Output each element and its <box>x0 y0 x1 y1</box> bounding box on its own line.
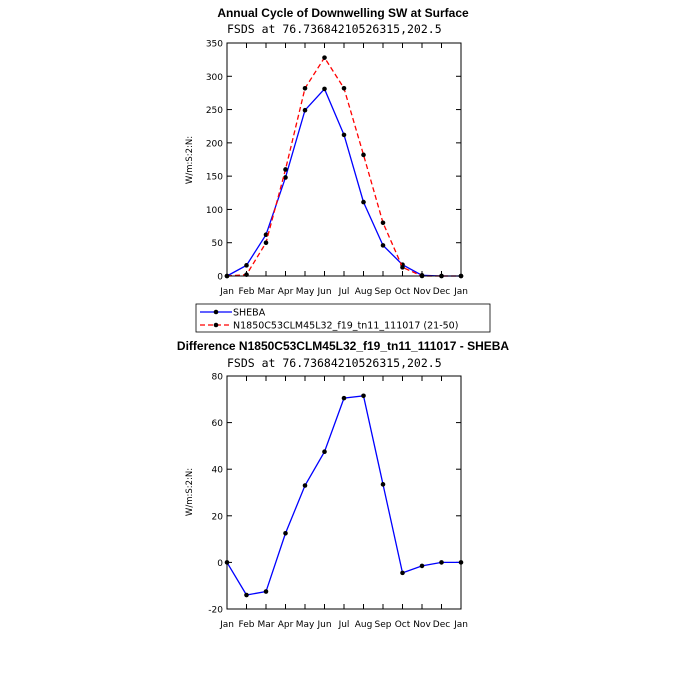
x-tick-label: Nov <box>413 287 431 297</box>
chart-subtitle: FSDS at 76.73684210526315,202.5 <box>227 22 442 36</box>
axes-ticks: 0 50 100 150 200 250 300 350 Jan Feb Mar Apr May Jun J… <box>206 40 468 298</box>
y-tick-label: 350 <box>206 40 223 50</box>
x-tick-label: Jul <box>338 287 350 297</box>
x-tick-label: Oct <box>395 287 411 297</box>
series-0-point <box>322 449 327 455</box>
series-0-point <box>244 592 249 598</box>
panel-top: Annual Cycle of Downwelling SW at Surfac… <box>185 6 469 297</box>
chart-title-difference: Difference N1850C53CLM45L32_f19_tn11_111… <box>177 339 510 353</box>
x-tick-label: Aug <box>355 620 373 630</box>
series-1-point <box>322 55 327 60</box>
x-tick-label: May <box>296 287 315 297</box>
legend-label-model: N1850C53CLM45L32_f19_tn11_111017 (21-50) <box>233 321 458 332</box>
y-tick-label: -20 <box>208 606 223 616</box>
x-tick-label: Sep <box>375 620 392 630</box>
series-0-point <box>341 132 347 138</box>
series-0-point <box>341 395 347 401</box>
legend-marker-sheba <box>213 309 219 315</box>
x-tick-label: Oct <box>395 620 411 630</box>
x-tick-label: Apr <box>278 620 294 630</box>
x-tick-label: Feb <box>239 287 255 297</box>
plot-frame-difference <box>226 375 462 610</box>
series-1-point <box>400 265 405 270</box>
series-0-point <box>361 199 366 205</box>
x-tick-label: Jul <box>338 620 350 630</box>
legend-marker-model <box>213 322 219 328</box>
series-group <box>224 393 464 598</box>
series-0-point <box>400 570 405 576</box>
x-tick-label: Apr <box>278 287 294 297</box>
y-tick-label: 100 <box>206 206 223 216</box>
series-0-point <box>380 243 386 248</box>
x-tick-label: Jan <box>453 620 468 630</box>
x-tick-label: Jun <box>316 620 331 630</box>
series-0-point <box>361 393 366 399</box>
x-tick-label: Dec <box>433 620 450 630</box>
x-tick-label: Jan <box>219 620 234 630</box>
y-tick-label: 200 <box>206 139 223 149</box>
chart-title: Annual Cycle of Downwelling SW at Surfac… <box>217 6 469 20</box>
x-tick-label: Aug <box>355 287 373 297</box>
x-tick-label: Feb <box>239 620 255 630</box>
y-tick-label: 50 <box>212 239 224 249</box>
x-tick-label: Jan <box>453 287 468 297</box>
y-tick-label: 150 <box>206 173 223 183</box>
legend-box <box>195 303 491 333</box>
series-0-point <box>439 560 444 565</box>
x-tick-label: Nov <box>413 620 431 630</box>
series-0-point <box>263 589 269 594</box>
y-tick-label: 0 <box>217 273 223 283</box>
legend: SHEBA N1850C53CLM45L32_f19_tn11_111017 (… <box>195 303 491 333</box>
series-0-point <box>302 107 308 113</box>
series-0-point <box>263 232 269 238</box>
y-tick-label: 250 <box>206 106 223 116</box>
y-axis-label: W/m:S:2:N: <box>185 136 195 184</box>
x-tick-label: Jan <box>219 287 234 297</box>
series-1-point <box>341 85 347 91</box>
series-1-point <box>380 220 386 226</box>
y-tick-label: 20 <box>212 512 224 522</box>
x-tick-label: Sep <box>375 287 392 297</box>
series-0-point <box>283 175 288 180</box>
y-tick-label: 80 <box>212 373 224 383</box>
x-tick-label: Jun <box>316 287 331 297</box>
axes-ticks: -20 0 20 40 60 80 Jan Feb Mar Apr May Jun Jul Aug Sep O… <box>208 373 468 631</box>
chart-subtitle-difference: FSDS at 76.73684210526315,202.5 <box>227 356 442 370</box>
x-tick-label: Mar <box>258 287 275 297</box>
y-tick-label: 300 <box>206 73 223 83</box>
panel-bottom: Difference N1850C53CLM45L32_f19_tn11_111… <box>177 339 510 630</box>
series-0-point <box>322 86 327 92</box>
y-tick-label: 60 <box>212 419 224 429</box>
series-0-point <box>244 263 249 268</box>
plot-frame <box>226 42 462 277</box>
series-1-point <box>302 85 308 91</box>
series-group <box>224 55 464 279</box>
y-tick-label: 40 <box>212 466 224 476</box>
series-0-point <box>419 563 425 569</box>
series-0-point <box>283 530 288 536</box>
series-line-0 <box>226 395 461 596</box>
legend-label-sheba: SHEBA <box>233 308 266 319</box>
x-tick-label: Mar <box>258 620 275 630</box>
series-1-point <box>361 152 366 158</box>
series-0-point <box>380 482 386 487</box>
series-0-point <box>302 483 308 488</box>
x-tick-label: May <box>296 620 315 630</box>
series-1-point <box>283 167 288 172</box>
series-1-point <box>263 240 269 246</box>
x-tick-label: Dec <box>433 287 450 297</box>
y-tick-label: 0 <box>217 559 223 569</box>
y-axis-label-difference: W/m:S:2:N: <box>185 468 195 516</box>
